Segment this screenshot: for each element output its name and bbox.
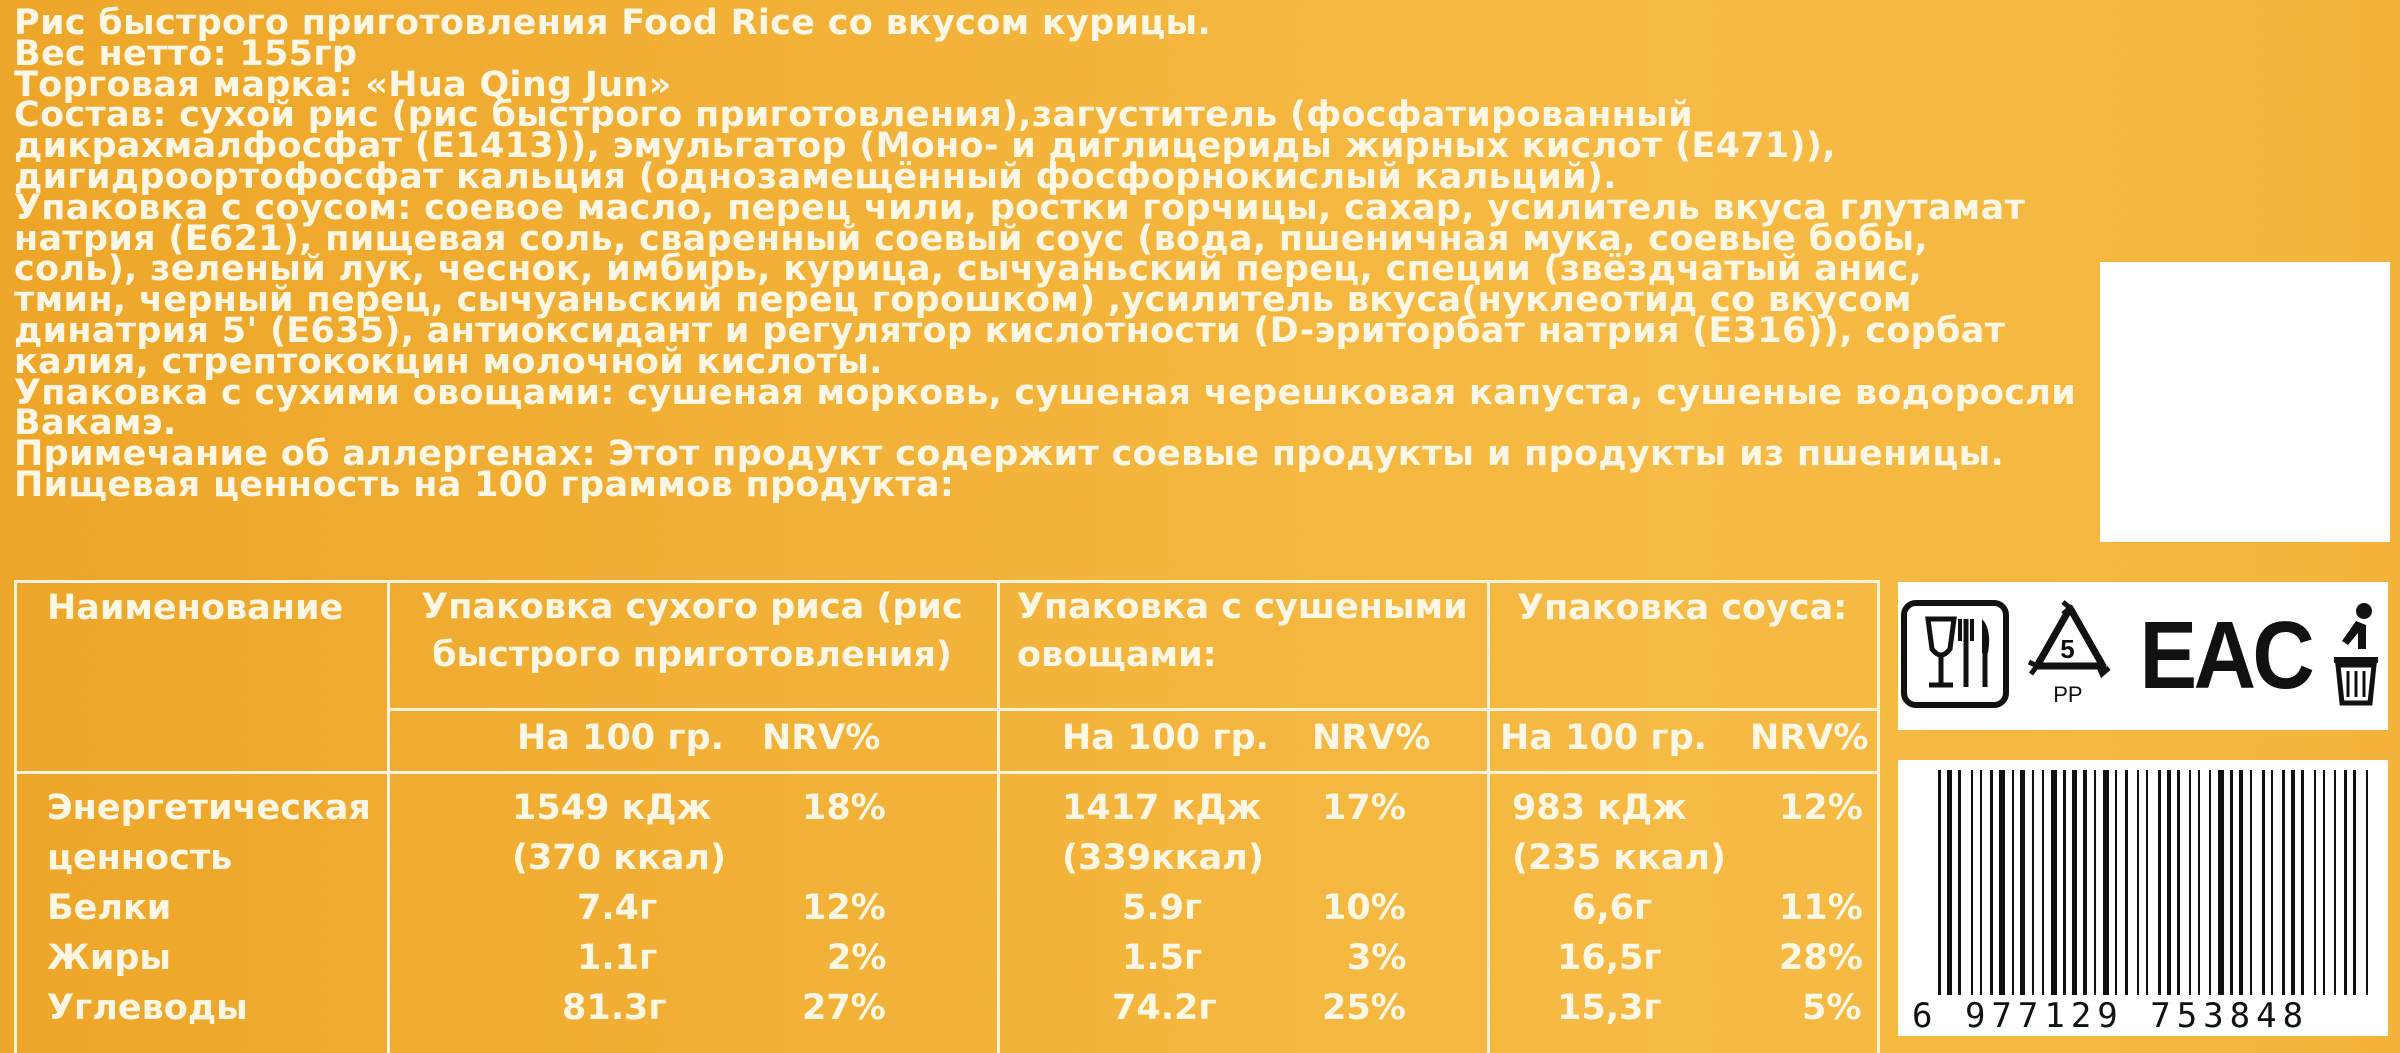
table-divider — [997, 583, 1000, 1053]
row-name-fat: Жиры — [47, 938, 172, 978]
table-divider — [1487, 583, 1490, 1053]
row-name-carbs: Углеводы — [47, 988, 248, 1028]
row-protein-veg-nrv: 10% — [1322, 888, 1406, 928]
subheader-per100: На 100 гр. — [517, 718, 724, 758]
product-title: Рис быстрого приготовления Food Rice со … — [14, 3, 1212, 43]
blank-sticker — [2100, 262, 2390, 542]
table-divider — [387, 708, 1877, 711]
row-protein-veg: 5.9г — [1122, 888, 1203, 928]
barcode-bars — [1938, 770, 2368, 995]
row-protein-rice: 7.4г — [577, 888, 658, 928]
net-weight: Вес нетто: 155гр — [14, 33, 358, 74]
recycle-number: 5 — [2060, 634, 2075, 664]
row-energy-sauce: 983 кДж (235 ккал) — [1512, 788, 1726, 878]
label-text-block: Рис быстрого приготовления Food Rice со … — [14, 3, 2164, 505]
row-protein-rice-nrv: 12% — [802, 888, 886, 928]
row-carbs-veg: 74.2г — [1112, 988, 1217, 1028]
row-fat-sauce-nrv: 28% — [1779, 938, 1863, 978]
subheader-nrv: NRV% — [762, 718, 881, 758]
row-fat-veg: 1.5г — [1122, 938, 1203, 978]
sauce-composition: Упаковка с соусом: соевое масло, перец ч… — [14, 187, 2026, 382]
row-fat-veg-nrv: 3% — [1347, 938, 1407, 978]
row-energy-rice-nrv: 18% — [802, 788, 886, 828]
allergen-note: Примечание об аллергенах: Этот продукт с… — [14, 434, 2005, 475]
subheader-nrv: NRV% — [1750, 718, 1869, 758]
table-divider — [387, 583, 390, 1053]
brand: Торговая марка: «Hua Qing Jun» — [14, 64, 672, 105]
row-fat-rice: 1.1г — [577, 938, 658, 978]
compliance-marks: 5 PP EAC — [1898, 582, 2388, 730]
barcode-number: 6 977129 753848 — [1912, 996, 2310, 1036]
row-carbs-rice-nrv: 27% — [802, 988, 886, 1028]
barcode: 6 977129 753848 — [1898, 760, 2388, 1036]
recycle-icon: 5 PP — [2015, 596, 2125, 716]
eac-mark: EAC — [2139, 602, 2315, 709]
header-veg: Упаковка с сушеными овощами: — [1017, 587, 1468, 675]
subheader-per100: На 100 гр. — [1500, 718, 1707, 758]
trash-bin-icon — [2326, 599, 2386, 713]
nutrition-heading: Пищевая ценность на 100 граммов продукта… — [14, 464, 955, 505]
row-protein-sauce: 6,6г — [1572, 888, 1653, 928]
subheader-per100: На 100 гр. — [1062, 718, 1269, 758]
subheader-nrv: NRV% — [1312, 718, 1431, 758]
row-fat-rice-nrv: 2% — [827, 938, 887, 978]
row-energy-veg-nrv: 17% — [1322, 788, 1406, 828]
header-name: Наименование — [47, 588, 344, 628]
row-carbs-veg-nrv: 25% — [1322, 988, 1406, 1028]
row-energy-sauce-nrv: 12% — [1779, 788, 1863, 828]
row-fat-sauce: 16,5г — [1557, 938, 1662, 978]
table-divider — [17, 771, 1877, 774]
row-energy-veg: 1417 кДж (339ккал) — [1062, 788, 1264, 878]
nutrition-table: Наименование Упаковка сухого риса (рис б… — [14, 580, 1880, 1053]
recycle-material: PP — [2053, 682, 2083, 707]
header-rice: Упаковка сухого риса (рис быстрого приго… — [421, 587, 963, 675]
row-carbs-sauce-nrv: 5% — [1802, 988, 1862, 1028]
row-name-protein: Белки — [47, 888, 172, 928]
food-contact-icon — [1900, 599, 2010, 713]
row-carbs-sauce: 15,3г — [1557, 988, 1662, 1028]
composition: Состав: сухой рис (рис быстрого приготов… — [14, 95, 1836, 197]
row-name-energy: Энергетическая ценность — [47, 788, 371, 878]
header-sauce: Упаковка соуса: — [1517, 588, 1848, 628]
row-carbs-rice: 81.3г — [562, 988, 667, 1028]
row-energy-rice: 1549 кДж (370 ккал) — [512, 788, 726, 878]
vegetables-composition: Упаковка с сухими овощами: сушеная морко… — [14, 372, 2077, 444]
row-protein-sauce-nrv: 11% — [1779, 888, 1863, 928]
